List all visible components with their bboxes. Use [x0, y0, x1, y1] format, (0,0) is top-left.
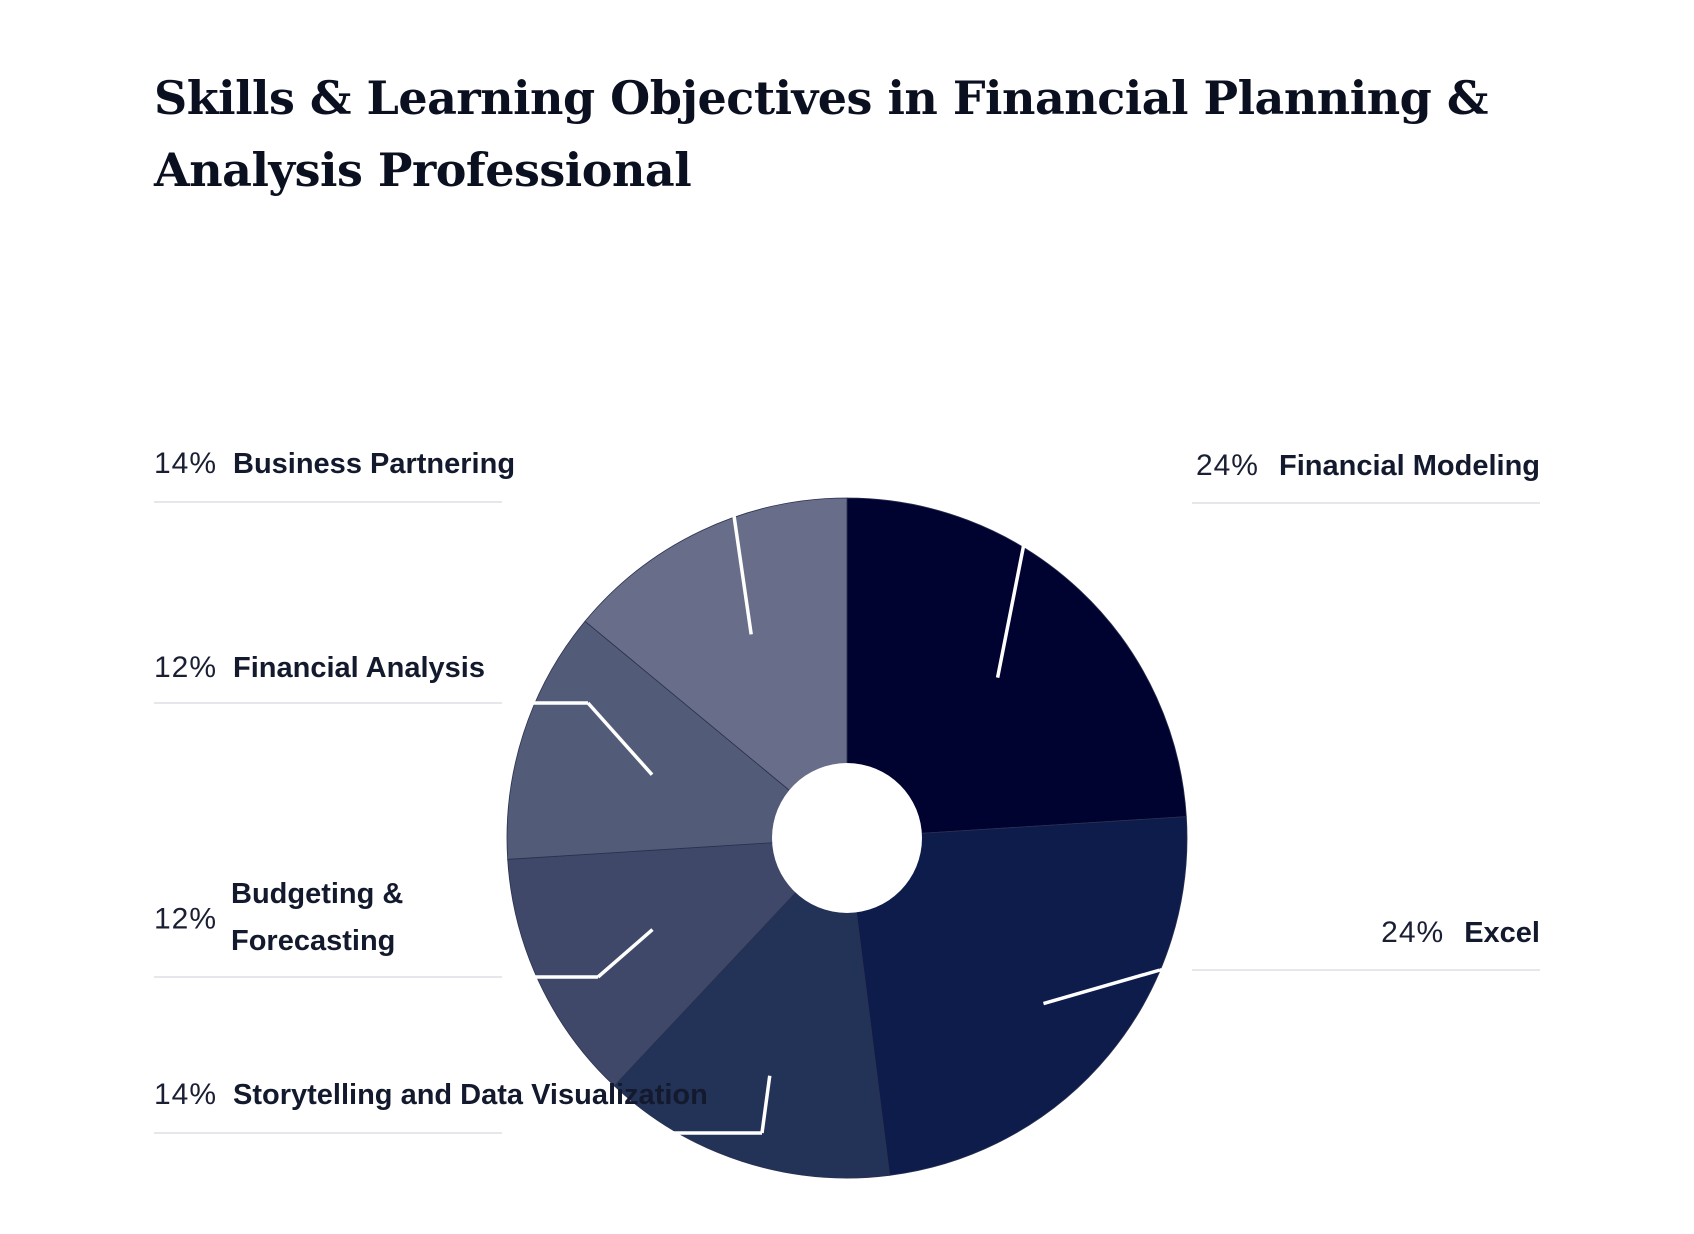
label-percent-business-partnering: 14% — [154, 447, 217, 480]
leader-line-financial-modeling — [995, 502, 1034, 678]
label-name-financial-modeling: Financial Modeling — [1279, 450, 1540, 482]
slice-excel — [846, 816, 1188, 1176]
label-name-budgeting-and-forecasting: Budgeting & Forecasting — [231, 878, 403, 957]
leader-line-group — [154, 500, 1540, 1135]
slice-financial-analysis — [506, 620, 849, 860]
leader-line-excel — [1042, 968, 1161, 1006]
label-percent-financial-analysis: 12% — [154, 651, 217, 684]
slice-storytelling-and-data-visualization — [613, 837, 891, 1179]
label-percent-storytelling-and-data-visualization: 14% — [154, 1078, 217, 1111]
label-group: Financial Modeling 24% Excel 24% Storytellin… — [154, 447, 1540, 1111]
leader-line-financial-analysis — [586, 701, 654, 776]
leader-line-budgeting-and-forecasting — [596, 928, 654, 979]
label-name-excel: Excel — [1464, 917, 1540, 949]
label-name-financial-analysis: Financial Analysis — [233, 652, 485, 684]
slice-group — [506, 497, 1188, 1179]
label-percent-excel: 24% — [1381, 916, 1444, 949]
donut-hole — [772, 763, 922, 913]
slice-business-partnering — [584, 497, 848, 839]
label-percent-budgeting-and-forecasting: 12% — [154, 903, 217, 936]
slice-financial-modeling — [846, 497, 1187, 839]
slice-budgeting-and-forecasting — [507, 837, 848, 1087]
leader-line-business-partnering — [730, 501, 753, 635]
label-name-business-partnering: Business Partnering — [233, 448, 515, 480]
chart-title: Skills & Learning Objectives in Financia… — [154, 71, 1488, 197]
label-name-storytelling-and-data-visualization: Storytelling and Data Visualization — [233, 1079, 708, 1111]
label-percent-financial-modeling: 24% — [1196, 449, 1259, 482]
leader-line-storytelling-and-data-visualization — [760, 1075, 772, 1134]
